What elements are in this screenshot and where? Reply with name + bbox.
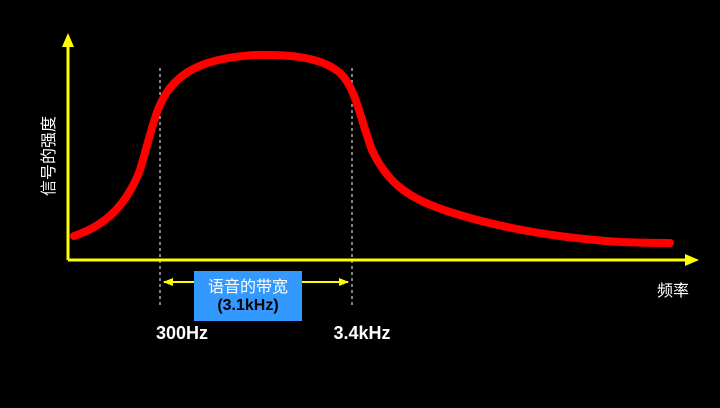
bandwidth-label-value: (3.1kHz) bbox=[217, 297, 279, 314]
cutoff-label-high: 3.4kHz bbox=[333, 323, 391, 343]
x-axis-label: 频率 bbox=[657, 281, 690, 300]
response-curve bbox=[70, 50, 674, 247]
y-axis-label: 信号的强度 bbox=[39, 115, 58, 197]
bandwidth-label-title: 语音的带宽 bbox=[207, 276, 288, 296]
cutoff-label-low: 300Hz bbox=[155, 323, 209, 343]
bandwidth-label-box: 语音的带宽 (3.1kHz) bbox=[194, 271, 302, 321]
